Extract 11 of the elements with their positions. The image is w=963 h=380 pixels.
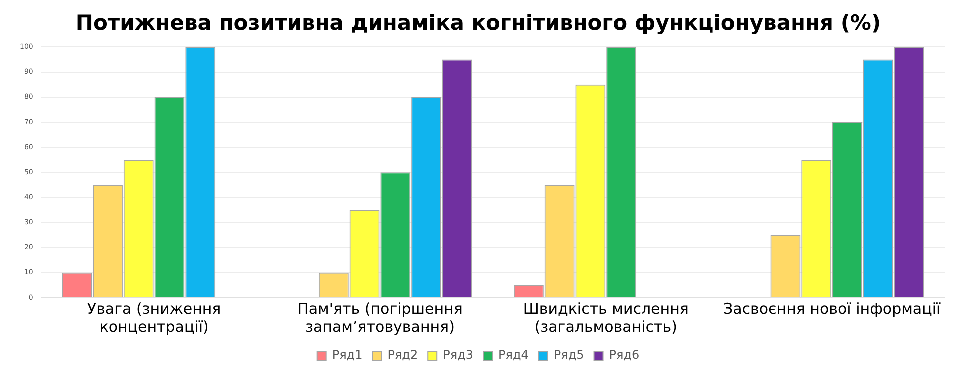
legend-label: Ряд3 [443, 348, 474, 362]
x-tick-label: Швидкість мислення (загальмованість) [523, 300, 689, 336]
legend-label: Ряд2 [388, 348, 418, 362]
legend-label: Ряд1 [332, 348, 363, 362]
legend-label: Ряд5 [554, 348, 584, 362]
legend-label: Ряд6 [609, 348, 640, 362]
x-tick-label: Пам'ять (погіршення запам’ятовування) [298, 300, 463, 336]
x-tick-label: Засвоєння нової інформації [723, 300, 942, 318]
legend-label: Ряд4 [498, 348, 529, 362]
chart-title: Потижнева позитивна динаміка когнітивного функціонування (%) [76, 11, 882, 36]
x-tick-label: Увага (зниження концентрації) [87, 300, 222, 336]
